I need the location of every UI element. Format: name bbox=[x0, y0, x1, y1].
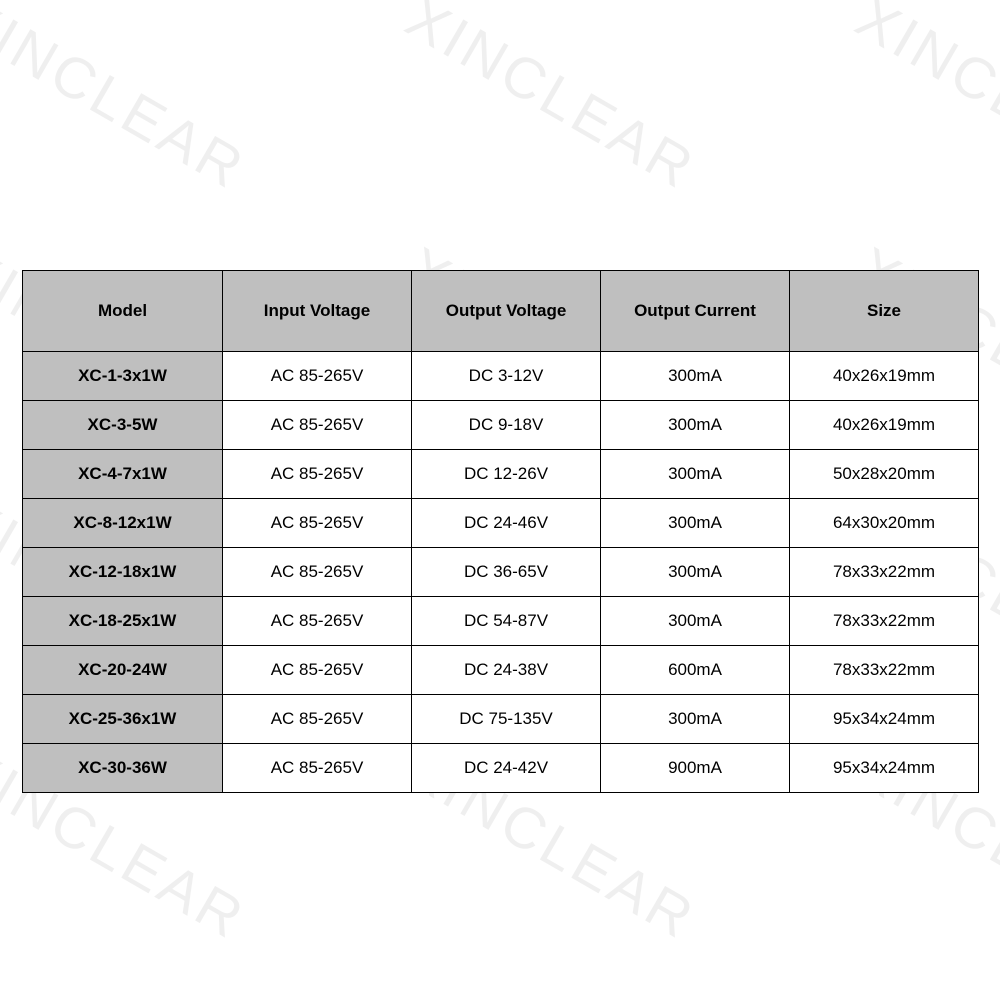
table-row: XC-18-25x1WAC 85-265VDC 54-87V300mA78x33… bbox=[23, 597, 979, 646]
spec-table: Model Input Voltage Output Voltage Outpu… bbox=[22, 270, 979, 793]
table-row: XC-20-24WAC 85-265VDC 24-38V600mA78x33x2… bbox=[23, 646, 979, 695]
cell-model: XC-4-7x1W bbox=[23, 450, 223, 499]
cell-value: 300mA bbox=[601, 597, 790, 646]
cell-model: XC-1-3x1W bbox=[23, 352, 223, 401]
watermark-text: XINCLEAR bbox=[395, 0, 707, 203]
table-row: XC-1-3x1WAC 85-265VDC 3-12V300mA40x26x19… bbox=[23, 352, 979, 401]
cell-value: DC 75-135V bbox=[412, 695, 601, 744]
cell-value: 300mA bbox=[601, 401, 790, 450]
cell-value: AC 85-265V bbox=[223, 401, 412, 450]
cell-value: DC 24-38V bbox=[412, 646, 601, 695]
watermark-text: XINCLEAR bbox=[0, 0, 257, 203]
spec-table-wrap: Model Input Voltage Output Voltage Outpu… bbox=[22, 270, 978, 793]
cell-model: XC-20-24W bbox=[23, 646, 223, 695]
cell-value: 78x33x22mm bbox=[790, 597, 979, 646]
cell-value: AC 85-265V bbox=[223, 597, 412, 646]
cell-value: 600mA bbox=[601, 646, 790, 695]
cell-value: AC 85-265V bbox=[223, 499, 412, 548]
table-row: XC-4-7x1WAC 85-265VDC 12-26V300mA50x28x2… bbox=[23, 450, 979, 499]
cell-value: AC 85-265V bbox=[223, 450, 412, 499]
cell-value: 900mA bbox=[601, 744, 790, 793]
cell-value: DC 24-46V bbox=[412, 499, 601, 548]
cell-value: 64x30x20mm bbox=[790, 499, 979, 548]
cell-value: AC 85-265V bbox=[223, 548, 412, 597]
cell-value: AC 85-265V bbox=[223, 695, 412, 744]
col-header-input-voltage: Input Voltage bbox=[223, 271, 412, 352]
cell-model: XC-12-18x1W bbox=[23, 548, 223, 597]
col-header-output-current: Output Current bbox=[601, 271, 790, 352]
cell-value: 50x28x20mm bbox=[790, 450, 979, 499]
cell-value: DC 54-87V bbox=[412, 597, 601, 646]
table-row: XC-30-36WAC 85-265VDC 24-42V900mA95x34x2… bbox=[23, 744, 979, 793]
cell-value: DC 24-42V bbox=[412, 744, 601, 793]
cell-model: XC-25-36x1W bbox=[23, 695, 223, 744]
table-row: XC-12-18x1WAC 85-265VDC 36-65V300mA78x33… bbox=[23, 548, 979, 597]
cell-value: DC 12-26V bbox=[412, 450, 601, 499]
cell-value: DC 9-18V bbox=[412, 401, 601, 450]
cell-value: AC 85-265V bbox=[223, 744, 412, 793]
cell-value: 300mA bbox=[601, 548, 790, 597]
cell-value: DC 3-12V bbox=[412, 352, 601, 401]
cell-value: 95x34x24mm bbox=[790, 744, 979, 793]
cell-value: 40x26x19mm bbox=[790, 352, 979, 401]
cell-value: 40x26x19mm bbox=[790, 401, 979, 450]
cell-value: 95x34x24mm bbox=[790, 695, 979, 744]
cell-value: 300mA bbox=[601, 352, 790, 401]
table-row: XC-25-36x1WAC 85-265VDC 75-135V300mA95x3… bbox=[23, 695, 979, 744]
col-header-model: Model bbox=[23, 271, 223, 352]
cell-model: XC-3-5W bbox=[23, 401, 223, 450]
cell-model: XC-30-36W bbox=[23, 744, 223, 793]
cell-value: 300mA bbox=[601, 450, 790, 499]
cell-value: 78x33x22mm bbox=[790, 548, 979, 597]
cell-value: 300mA bbox=[601, 499, 790, 548]
col-header-size: Size bbox=[790, 271, 979, 352]
cell-model: XC-18-25x1W bbox=[23, 597, 223, 646]
table-row: XC-8-12x1WAC 85-265VDC 24-46V300mA64x30x… bbox=[23, 499, 979, 548]
cell-value: 300mA bbox=[601, 695, 790, 744]
table-row: XC-3-5WAC 85-265VDC 9-18V300mA40x26x19mm bbox=[23, 401, 979, 450]
table-body: XC-1-3x1WAC 85-265VDC 3-12V300mA40x26x19… bbox=[23, 352, 979, 793]
cell-value: DC 36-65V bbox=[412, 548, 601, 597]
cell-value: AC 85-265V bbox=[223, 646, 412, 695]
cell-value: 78x33x22mm bbox=[790, 646, 979, 695]
col-header-output-voltage: Output Voltage bbox=[412, 271, 601, 352]
cell-model: XC-8-12x1W bbox=[23, 499, 223, 548]
cell-value: AC 85-265V bbox=[223, 352, 412, 401]
watermark-text: XINCLEAR bbox=[845, 0, 1000, 203]
table-header-row: Model Input Voltage Output Voltage Outpu… bbox=[23, 271, 979, 352]
